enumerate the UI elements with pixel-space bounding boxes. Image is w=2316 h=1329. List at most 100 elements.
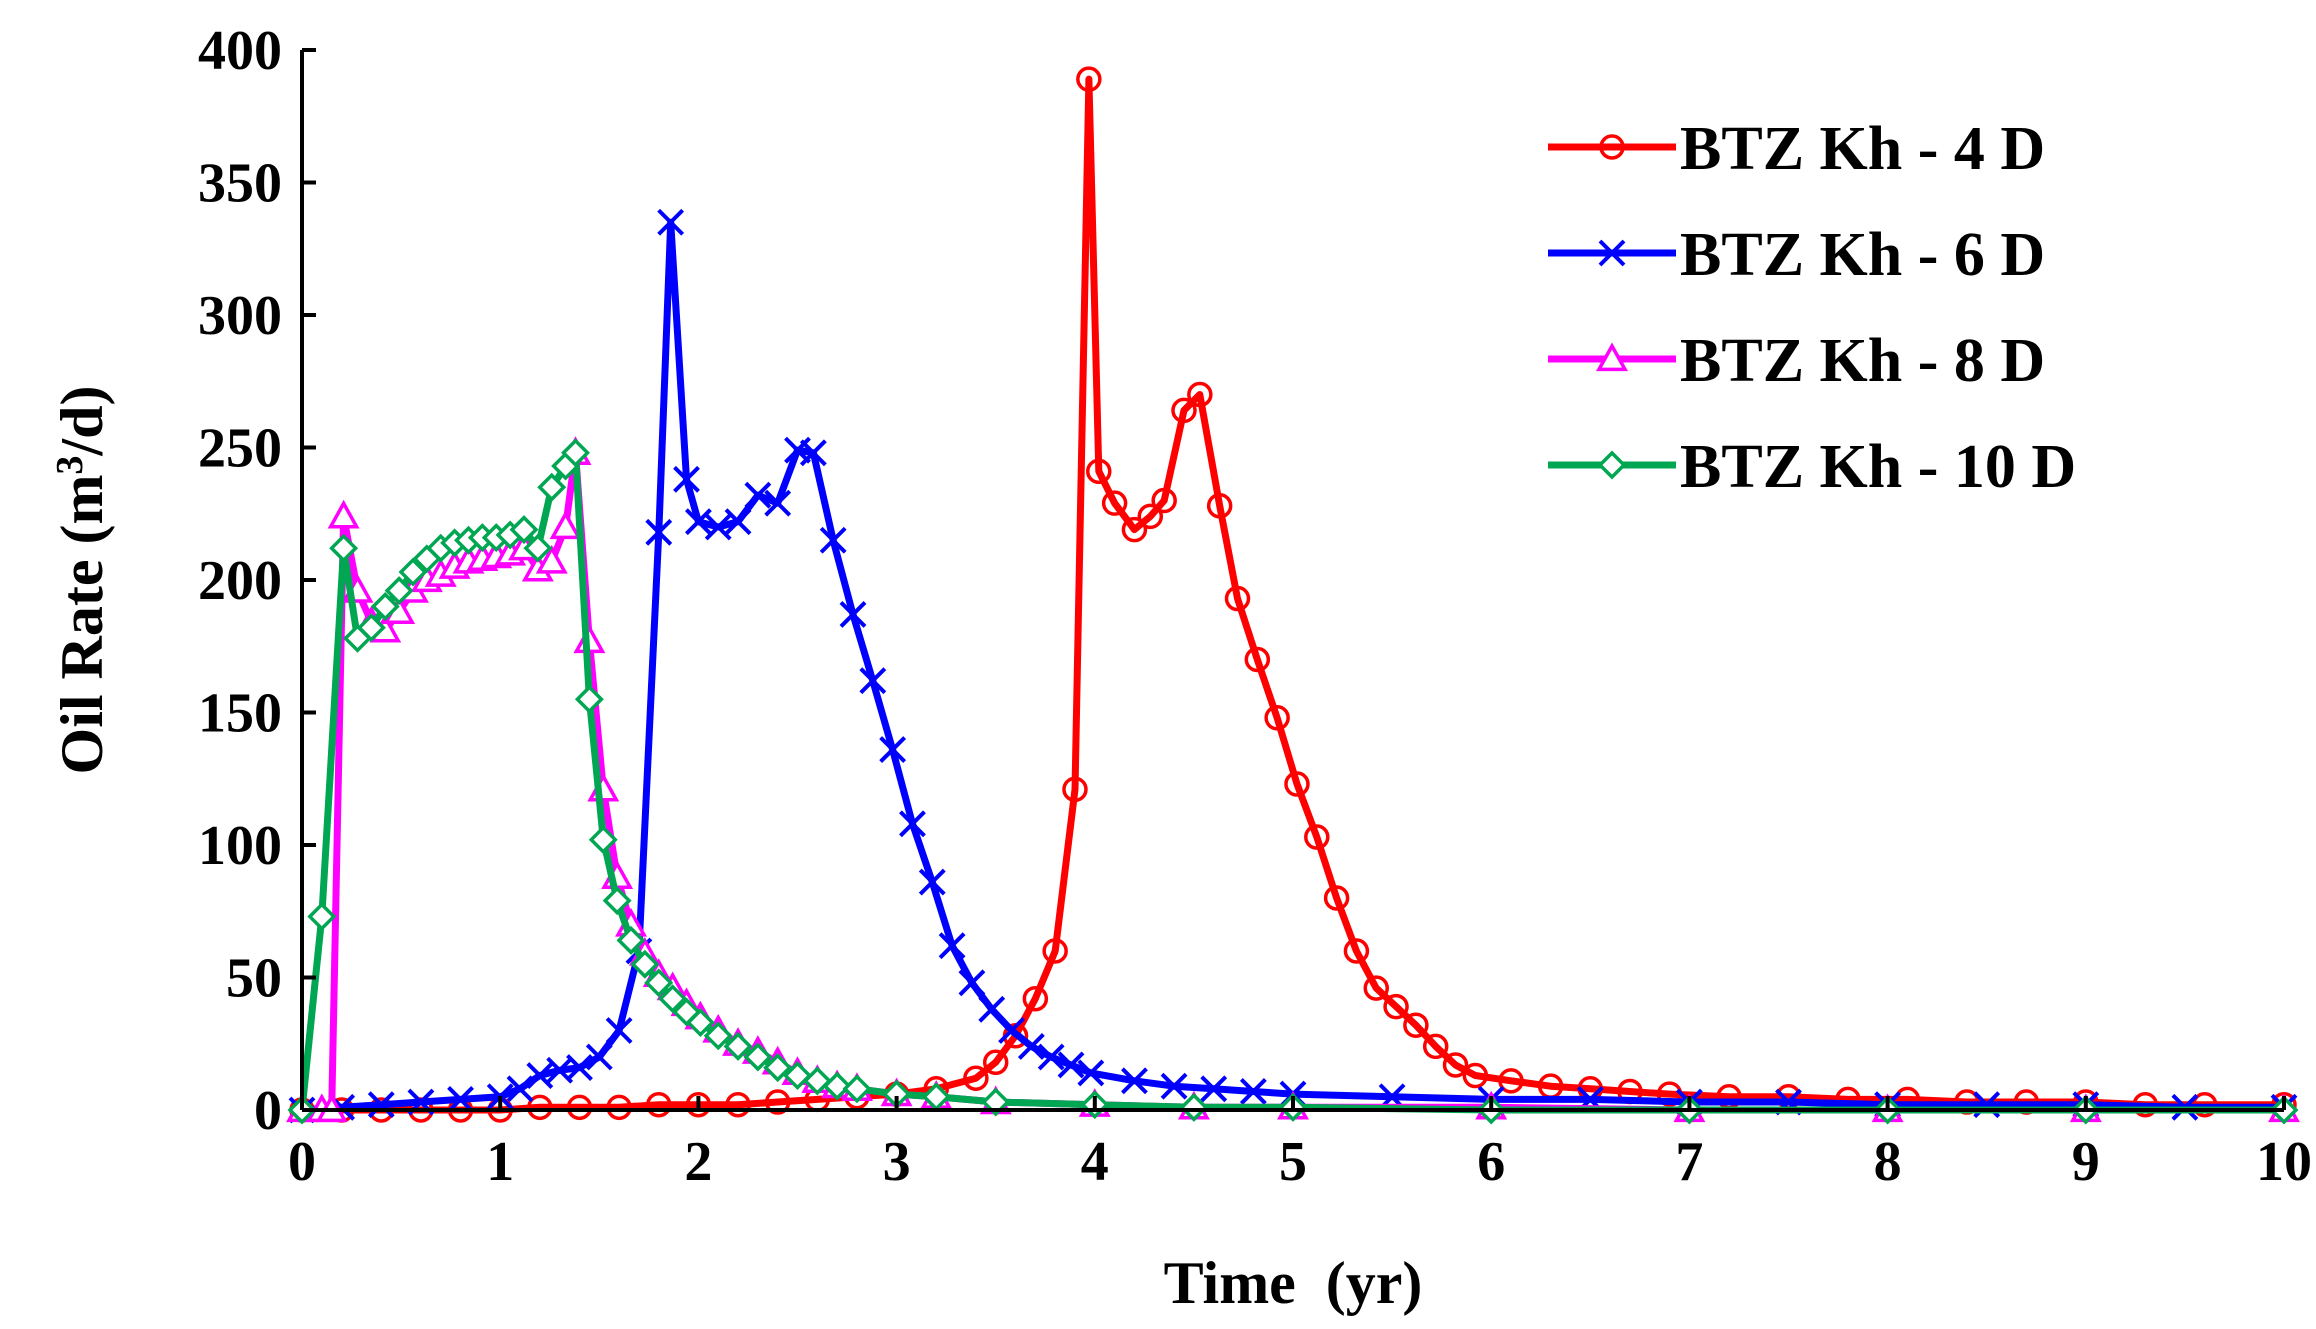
- data-point-btz-kh-10-d: [783, 1061, 812, 1091]
- data-point-btz-kh-4-d: [685, 1091, 712, 1118]
- data-point-btz-kh-10-d: [658, 984, 688, 1014]
- x-tick-label: 0: [288, 1131, 316, 1193]
- data-point-btz-kh-6-d: [998, 1017, 1025, 1044]
- data-point-btz-kh-10-d: [588, 825, 618, 855]
- legend-marker: [1596, 342, 1628, 372]
- data-point-btz-kh-10-d: [1179, 1092, 1209, 1122]
- data-point-btz-kh-6-d: [566, 1054, 593, 1082]
- y-axis-title: Oil Rate (m3/d): [49, 386, 115, 775]
- data-point-btz-kh-6-d: [657, 208, 685, 236]
- data-point-btz-kh-6-d: [978, 995, 1006, 1023]
- data-point-btz-kh-4-d: [1264, 705, 1290, 731]
- data-point-btz-kh-4-d: [1422, 1033, 1449, 1060]
- x-axis-title: Time (yr): [1164, 1250, 1423, 1316]
- series-btz-kh-10-d: [287, 438, 2299, 1125]
- data-point-btz-kh-8-d: [535, 544, 568, 574]
- data-point-btz-kh-4-d: [1403, 1012, 1429, 1038]
- data-point-btz-kh-4-d: [1187, 381, 1213, 408]
- data-point-btz-kh-10-d: [644, 968, 674, 998]
- data-point-btz-kh-4-d: [566, 1094, 593, 1121]
- y-tick-label: 50: [226, 948, 282, 1010]
- legend-label: BTZ Kh - 8 D: [1680, 327, 2045, 395]
- x-tick-label: 7: [1675, 1131, 1703, 1193]
- x-tick-label: 4: [1081, 1131, 1109, 1193]
- data-point-btz-kh-6-d: [605, 1017, 633, 1044]
- data-point-btz-kh-6-d: [819, 526, 847, 554]
- data-point-btz-kh-6-d: [367, 1091, 395, 1119]
- x-tick-label: 10: [2256, 1131, 2312, 1193]
- data-point-btz-kh-10-d: [723, 1031, 753, 1061]
- data-point-btz-kh-4-d: [1498, 1068, 1524, 1094]
- data-point-btz-kh-4-d: [1323, 885, 1350, 911]
- data-point-btz-kh-10-d: [802, 1066, 832, 1096]
- data-point-btz-kh-6-d: [1239, 1078, 1267, 1105]
- data-point-btz-kh-6-d: [879, 736, 907, 764]
- data-point-btz-kh-6-d: [1037, 1043, 1065, 1071]
- data-point-btz-kh-4-d: [1022, 985, 1049, 1012]
- legend-entry-btz-kh-6-d: BTZ Kh - 6 D: [1548, 221, 2045, 289]
- y-tick-label: 400: [198, 20, 282, 82]
- data-point-btz-kh-4-d: [1304, 824, 1330, 850]
- data-point-btz-kh-4-d: [1042, 938, 1068, 964]
- y-tick-label: 100: [198, 815, 282, 877]
- x-tick-label: 6: [1477, 1131, 1505, 1193]
- x-tick-label: 1: [486, 1131, 514, 1193]
- data-point-btz-kh-6-d: [645, 518, 673, 546]
- data-point-btz-kh-10-d: [630, 949, 660, 979]
- data-point-btz-kh-6-d: [506, 1075, 534, 1103]
- data-point-btz-kh-6-d: [1160, 1072, 1188, 1100]
- y-tick-label: 300: [198, 285, 282, 347]
- data-point-btz-kh-4-d: [1363, 975, 1389, 1001]
- data-point-btz-kh-10-d: [616, 925, 646, 955]
- legend-entry-btz-kh-10-d: BTZ Kh - 10 D: [1548, 433, 2076, 501]
- data-point-btz-kh-4-d: [1462, 1062, 1489, 1089]
- data-point-btz-kh-10-d: [685, 1008, 715, 1038]
- data-point-btz-kh-10-d: [842, 1074, 872, 1104]
- x-ticks: 0 1 2 3 4 5 6 7 8 9 10: [288, 1096, 2312, 1193]
- data-point-btz-kh-10-d: [822, 1071, 852, 1101]
- data-point-btz-kh-4-d: [1086, 458, 1112, 485]
- legend-label: BTZ Kh - 6 D: [1680, 221, 2045, 289]
- data-point-btz-kh-6-d: [899, 810, 926, 838]
- legend-marker: [1599, 134, 1625, 160]
- data-point-btz-kh-6-d: [1200, 1075, 1228, 1103]
- data-point-btz-kh-6-d: [684, 508, 712, 536]
- x-tick-label: 8: [1874, 1131, 1902, 1193]
- legend-label: BTZ Kh - 4 D: [1680, 115, 2045, 183]
- y-axis-title-main: Oil Rate (m: [49, 475, 115, 775]
- data-point-btz-kh-6-d: [1017, 1032, 1045, 1060]
- y-tick-label: 350: [198, 153, 282, 215]
- data-point-btz-kh-4-d: [1151, 487, 1177, 514]
- data-point-btz-kh-6-d: [673, 465, 700, 493]
- legend-label: BTZ Kh - 10 D: [1680, 433, 2076, 501]
- data-point-btz-kh-4-d: [1383, 993, 1409, 1020]
- data-point-btz-kh-4-d: [764, 1089, 791, 1115]
- y-tick-label: 150: [198, 683, 282, 745]
- y-axis-title-tail: /d): [49, 386, 115, 457]
- data-point-btz-kh-6-d: [918, 868, 946, 896]
- data-point-btz-kh-10-d: [398, 557, 428, 587]
- y-ticks: 0 50 100 150 200 250 300 350 400: [198, 20, 316, 1142]
- data-point-btz-kh-4-d: [1137, 503, 1164, 530]
- data-point-btz-kh-4-d: [1343, 938, 1370, 964]
- data-point-btz-kh-10-d: [561, 438, 590, 468]
- data-point-btz-kh-10-d: [703, 1021, 733, 1051]
- legend-entry-btz-kh-8-d: BTZ Kh - 8 D: [1548, 327, 2045, 395]
- x-tick-label: 5: [1279, 1131, 1307, 1193]
- plot-series: [286, 66, 2300, 1125]
- data-point-btz-kh-10-d: [602, 886, 632, 916]
- data-point-btz-kh-6-d: [704, 513, 732, 541]
- data-point-btz-kh-8-d: [549, 510, 582, 540]
- axes: [300, 50, 2284, 1112]
- data-point-btz-kh-4-d: [1224, 585, 1251, 612]
- data-point-btz-kh-10-d: [743, 1042, 773, 1072]
- series-btz-kh-6-d: [288, 208, 2298, 1124]
- data-point-btz-kh-10-d: [537, 472, 567, 502]
- data-point-btz-kh-6-d: [585, 1043, 613, 1071]
- data-point-btz-kh-6-d: [526, 1062, 554, 1089]
- y-tick-label: 200: [198, 550, 282, 612]
- data-point-btz-kh-4-d: [725, 1091, 751, 1118]
- data-point-btz-kh-4-d: [1076, 66, 1102, 92]
- data-point-btz-kh-4-d: [1244, 646, 1271, 673]
